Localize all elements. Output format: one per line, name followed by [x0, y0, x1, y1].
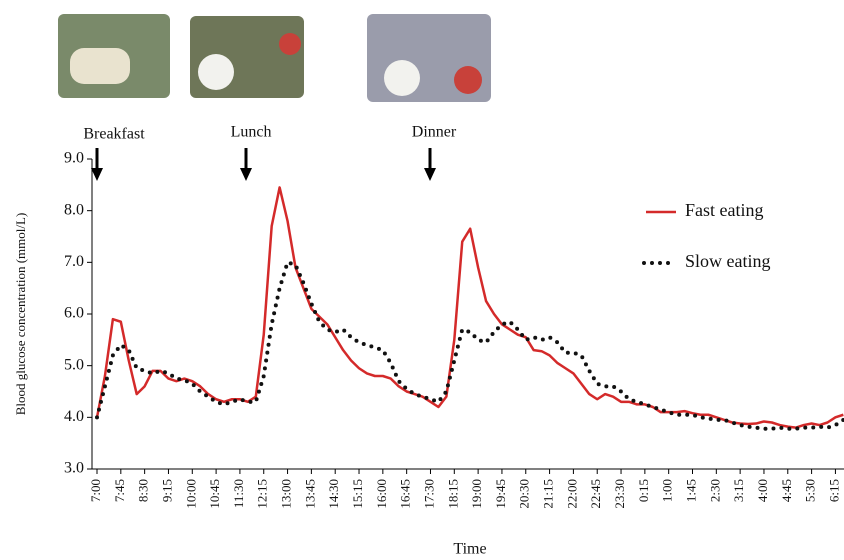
x-tick-label: 11:30 — [231, 479, 246, 508]
x-tick-label: 22:00 — [564, 479, 579, 509]
x-tick-label: 0:15 — [636, 479, 651, 502]
y-tick-label: 8.0 — [64, 201, 84, 218]
x-tick-label: 23:30 — [612, 479, 627, 509]
rice-bowl — [198, 54, 234, 90]
x-tick-label: 4:45 — [779, 479, 794, 502]
y-tick-label: 6.0 — [64, 305, 84, 322]
meal-arrows — [91, 148, 436, 181]
legend-label: Fast eating — [685, 200, 764, 220]
x-tick-label: 17:30 — [421, 479, 436, 509]
x-tick-label: 10:45 — [207, 479, 222, 509]
chart: Time Blood glucose concentration (mmol/L… — [0, 0, 844, 560]
x-tick-label: 7:00 — [88, 479, 103, 502]
y-tick-label: 4.0 — [64, 408, 84, 425]
x-tick-label: 21:15 — [541, 479, 556, 509]
x-tick-label: 12:15 — [255, 479, 270, 509]
x-axis-title: Time — [453, 541, 486, 558]
x-tick-label: 7:45 — [112, 479, 127, 502]
x-tick-label: 6:15 — [826, 479, 841, 502]
annotation: Lunch — [231, 124, 272, 141]
x-tick-label: 13:00 — [279, 479, 294, 509]
series-line — [97, 262, 843, 428]
y-tick-label: 9.0 — [64, 150, 84, 167]
x-tick-label: 5:30 — [803, 479, 818, 502]
x-tick-label: 4:00 — [755, 479, 770, 502]
arrow-head — [240, 168, 252, 181]
x-tick-label: 22:45 — [588, 479, 603, 509]
meal-photos — [58, 14, 491, 102]
series-line — [97, 187, 843, 427]
tomato — [279, 33, 301, 55]
plate — [70, 48, 130, 84]
rice-bowl — [384, 60, 420, 96]
arrow-head — [424, 168, 436, 181]
y-tick-label: 3.0 — [64, 460, 84, 477]
x-tick-label: 3:15 — [731, 479, 746, 502]
arrow-head — [91, 168, 103, 181]
x-tick-label: 10:00 — [183, 479, 198, 509]
x-tick-label: 19:45 — [493, 479, 508, 509]
x-tick-label: 1:00 — [660, 479, 675, 502]
y-axis-title: Blood glucose concentration (mmol/L) — [13, 213, 28, 416]
x-tick-label: 20:30 — [517, 479, 532, 509]
x-tick-label: 1:45 — [683, 479, 698, 502]
x-tick-label: 15:15 — [350, 479, 365, 509]
y-tick-label: 7.0 — [64, 253, 84, 270]
x-tick-label: 16:45 — [398, 479, 413, 509]
x-tick-label: 9:15 — [159, 479, 174, 502]
annotation: Breakfast — [83, 126, 145, 143]
x-tick-label: 16:00 — [374, 479, 389, 509]
tomato — [454, 66, 482, 94]
x-tick-label: 13:45 — [302, 479, 317, 509]
annotation: Dinner — [412, 124, 457, 141]
x-tick-label: 2:30 — [707, 479, 722, 502]
x-tick-label: 8:30 — [136, 479, 151, 502]
legend-label: Slow eating — [685, 251, 771, 271]
x-tick-label: 18:15 — [445, 479, 460, 509]
x-tick-label: 14:30 — [326, 479, 341, 509]
x-tick-label: 19:00 — [469, 479, 484, 509]
y-tick-label: 5.0 — [64, 356, 84, 373]
